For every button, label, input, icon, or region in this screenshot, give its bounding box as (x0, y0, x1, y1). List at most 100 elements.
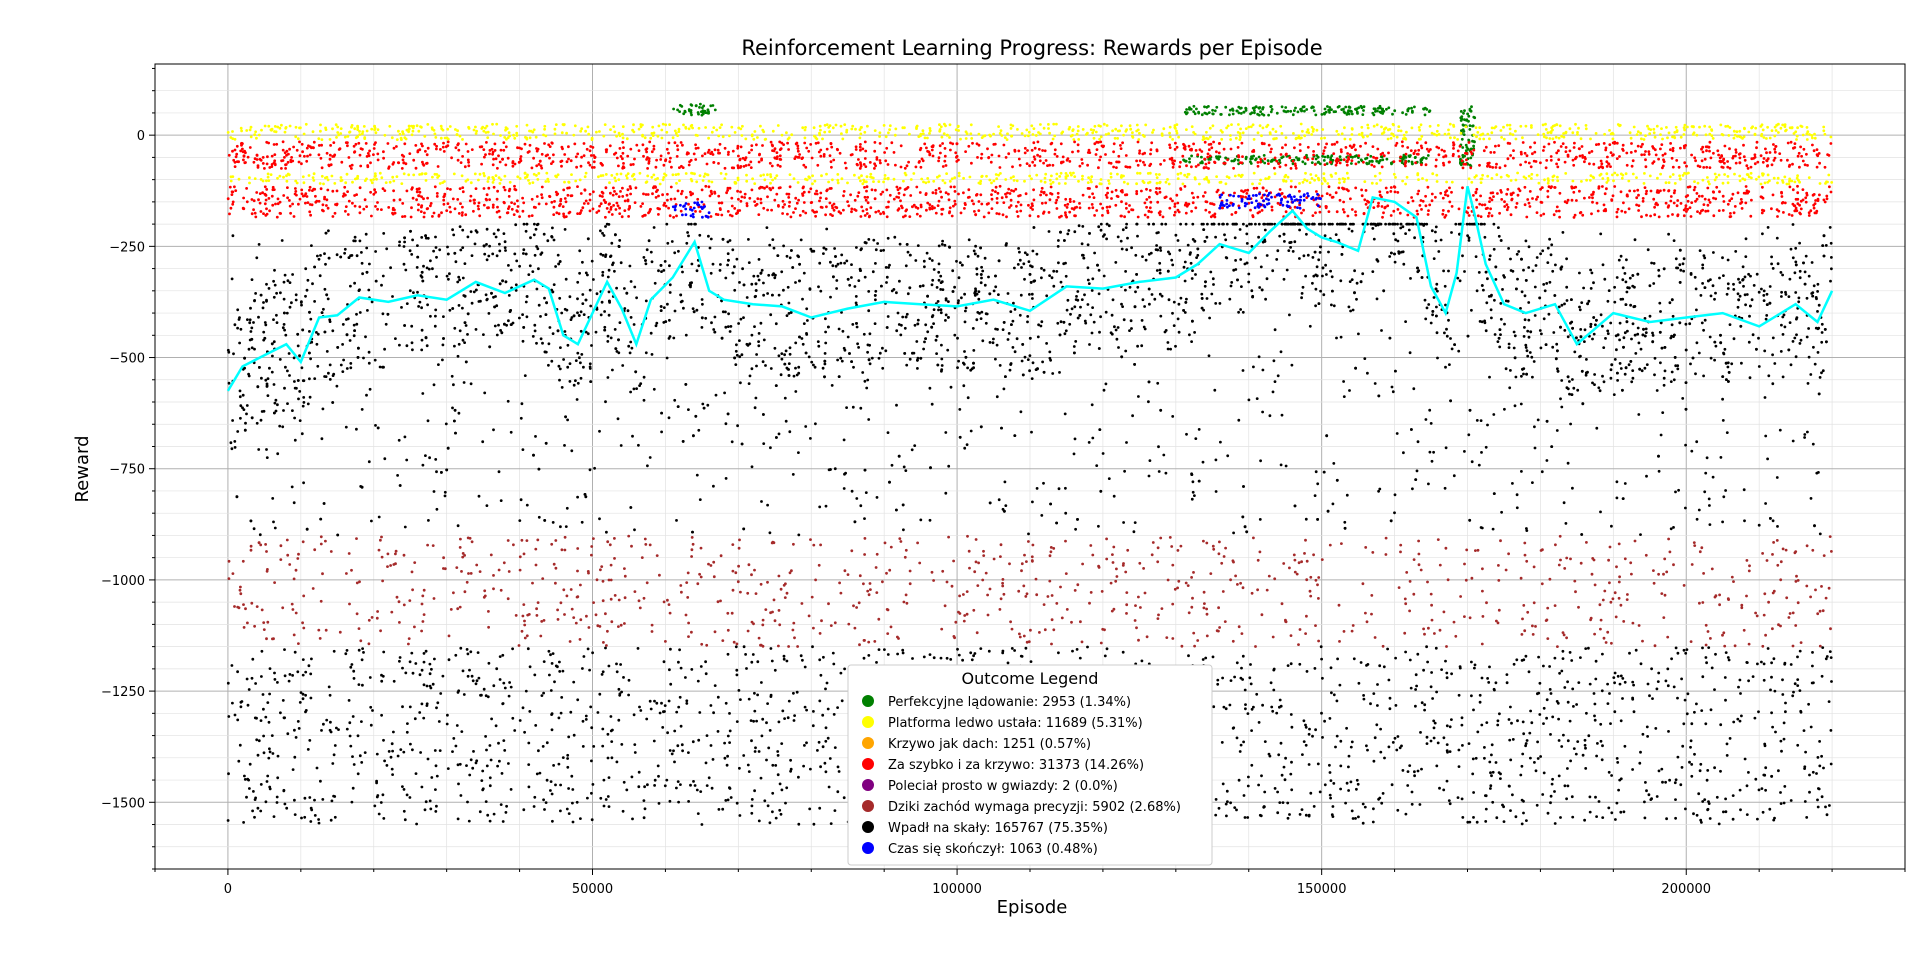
data-point (710, 180, 714, 184)
data-point (964, 137, 968, 140)
data-point (1815, 209, 1819, 213)
data-point (407, 130, 410, 134)
data-point (1053, 148, 1057, 152)
data-point (1087, 148, 1091, 152)
data-point (801, 186, 805, 190)
data-point (319, 599, 323, 603)
data-point (1205, 130, 1208, 134)
data-point (659, 154, 663, 158)
data-point (1708, 166, 1712, 170)
data-point (721, 135, 725, 139)
data-point (540, 196, 544, 200)
data-point (1212, 203, 1216, 206)
data-point (1013, 148, 1017, 152)
data-point (264, 543, 267, 546)
data-point (667, 151, 670, 155)
data-point (354, 142, 358, 146)
data-point (1138, 171, 1142, 175)
data-point (292, 577, 296, 581)
data-point (259, 178, 263, 181)
data-point (1527, 161, 1531, 165)
data-point (1704, 623, 1708, 627)
data-point (1419, 137, 1422, 141)
data-point (339, 127, 343, 130)
data-point (1709, 156, 1713, 160)
data-point (1550, 126, 1554, 130)
data-point (1604, 207, 1607, 211)
data-point (1712, 196, 1715, 200)
data-point (716, 148, 720, 152)
data-point (747, 151, 751, 155)
data-point (573, 124, 577, 128)
data-point (1420, 163, 1423, 167)
data-point (1006, 191, 1009, 195)
data-point (231, 202, 235, 206)
data-point (1089, 178, 1093, 182)
data-point (1813, 202, 1817, 206)
data-point (1555, 162, 1558, 166)
data-point (448, 205, 452, 209)
data-point (508, 180, 512, 184)
data-point (1107, 179, 1110, 183)
data-point (358, 205, 362, 209)
data-point (1346, 152, 1349, 155)
data-point (1666, 214, 1670, 218)
data-point (1099, 140, 1103, 144)
data-point (735, 212, 738, 216)
data-point (859, 126, 863, 129)
data-point (1314, 197, 1318, 201)
data-point (950, 214, 954, 218)
data-point (1249, 160, 1252, 164)
data-point (1691, 133, 1695, 136)
data-point (1055, 207, 1059, 210)
data-point (1124, 165, 1128, 169)
data-point (1518, 189, 1522, 193)
data-point (908, 582, 912, 586)
data-point (466, 178, 470, 182)
data-point (1161, 215, 1165, 219)
data-point (1312, 109, 1316, 113)
data-point (1652, 569, 1655, 572)
data-point (1401, 156, 1405, 159)
data-point (1047, 211, 1051, 214)
data-point (874, 210, 878, 214)
data-point (995, 177, 999, 181)
data-point (1220, 193, 1223, 197)
data-point (1606, 155, 1609, 159)
data-point (1101, 206, 1105, 210)
data-point (1065, 158, 1069, 162)
data-point (467, 160, 470, 164)
data-point (1781, 179, 1784, 182)
data-point (744, 137, 748, 141)
data-point (233, 165, 237, 169)
data-point (841, 137, 845, 141)
data-point (499, 148, 503, 152)
data-point (1226, 158, 1229, 162)
data-point (1284, 106, 1288, 109)
data-point (356, 174, 360, 178)
data-point (300, 188, 304, 192)
data-point (260, 128, 263, 132)
data-point (648, 543, 652, 547)
data-point (1527, 174, 1531, 178)
data-point (1746, 191, 1749, 195)
data-point (761, 144, 764, 147)
data-point (1236, 146, 1240, 149)
data-point (1185, 164, 1188, 168)
data-point (1644, 165, 1648, 169)
data-point (1761, 160, 1765, 164)
data-point (516, 205, 520, 208)
data-point (1416, 212, 1420, 216)
data-point (1726, 160, 1729, 163)
data-point (1791, 188, 1795, 192)
data-point (1289, 109, 1293, 113)
data-point (410, 187, 414, 191)
data-point (601, 191, 605, 195)
data-point (516, 199, 519, 203)
data-point (1264, 177, 1268, 181)
data-point (1701, 208, 1705, 212)
data-point (1081, 193, 1085, 197)
data-point (1289, 185, 1293, 189)
data-point (264, 193, 268, 197)
data-point (994, 173, 998, 176)
